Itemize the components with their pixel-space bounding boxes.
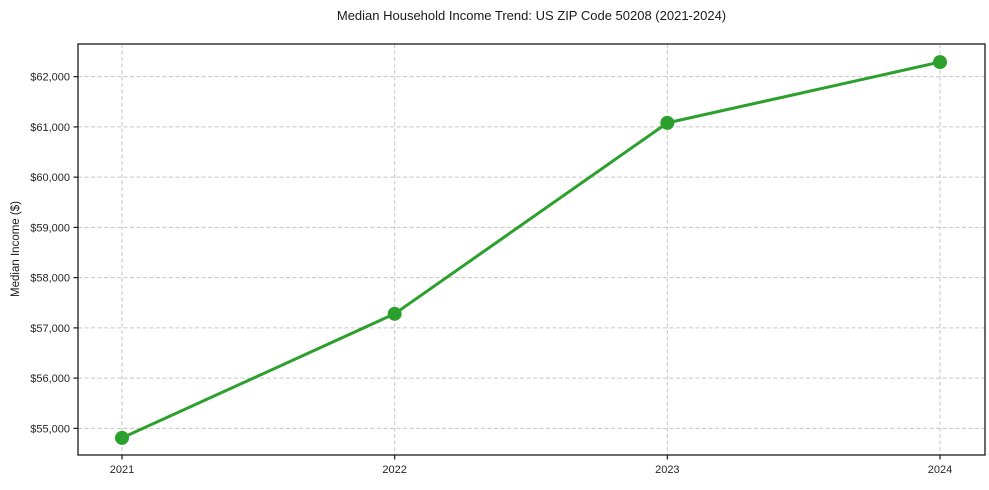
chart-title: Median Household Income Trend: US ZIP Co… [336, 8, 727, 23]
data-point-marker [115, 430, 129, 445]
x-tick-label: 2023 [655, 464, 679, 476]
x-tick-label: 2024 [928, 464, 952, 476]
y-tick-label: $62,000 [30, 72, 70, 84]
data-point-marker [660, 115, 675, 130]
x-tick-label: 2021 [110, 464, 134, 476]
y-tick-label: $55,000 [30, 423, 70, 435]
data-point-marker [387, 306, 402, 321]
x-tick-label: 2022 [382, 464, 406, 476]
trend-line [120, 60, 942, 440]
y-tick-label: $56,000 [30, 373, 70, 385]
y-tick-label: $60,000 [30, 172, 70, 184]
data-point-marker [933, 55, 947, 70]
axes-box [77, 43, 986, 456]
y-tick-label: $57,000 [30, 323, 70, 335]
y-tick-label: $61,000 [30, 122, 70, 134]
y-tick-label: $59,000 [30, 222, 70, 234]
y-tick-label: $58,000 [30, 273, 70, 285]
